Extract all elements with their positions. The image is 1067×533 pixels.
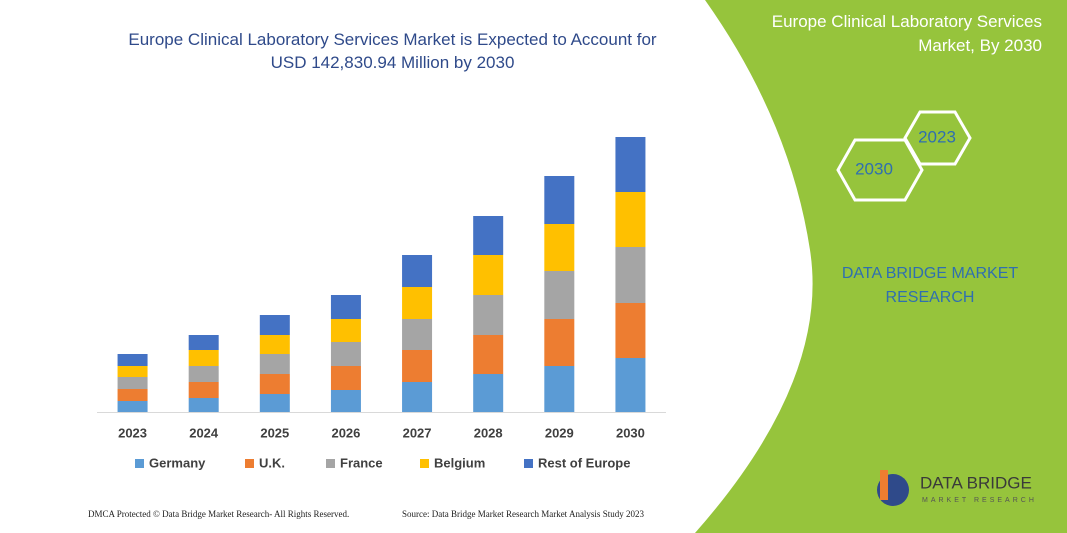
bar-segment xyxy=(330,366,361,390)
x-tick-label: 2030 xyxy=(616,425,645,440)
bar-segment xyxy=(615,303,646,358)
bar-segment xyxy=(188,350,219,366)
logo-tagline: MARKET RESEARCH xyxy=(922,497,1037,504)
bar-segment xyxy=(615,358,646,412)
x-tick-label: 2027 xyxy=(403,425,432,440)
legend-label: Rest of Europe xyxy=(538,455,630,470)
bar-segment xyxy=(615,137,646,192)
bar-segment xyxy=(544,271,575,319)
hexagon-label: 2030 xyxy=(855,159,893,178)
legend-swatch xyxy=(420,459,429,468)
bar-segment xyxy=(402,319,433,350)
bar-segment xyxy=(402,287,433,319)
bar-segment xyxy=(402,255,433,287)
hexagon-label: 2023 xyxy=(918,127,956,146)
bar-segment xyxy=(117,377,148,389)
bar-segment xyxy=(544,176,575,224)
bar-segment xyxy=(188,382,219,398)
bar-segment xyxy=(615,247,646,303)
bar-segment xyxy=(259,354,290,374)
legend-swatch xyxy=(524,459,533,468)
x-tick-label: 2025 xyxy=(260,425,289,440)
bar-segment xyxy=(473,255,504,295)
bar-segment xyxy=(544,366,575,412)
legend-label: Belgium xyxy=(434,455,485,470)
legend-swatch xyxy=(245,459,254,468)
bar-segment xyxy=(544,319,575,366)
logo-mark xyxy=(880,470,888,500)
legend-swatch xyxy=(135,459,144,468)
bar-segment xyxy=(259,374,290,394)
bar-segment xyxy=(330,319,361,342)
bar-segment xyxy=(330,390,361,412)
bar-segment xyxy=(473,216,504,255)
bar-segment xyxy=(259,315,290,335)
bar-segment xyxy=(117,354,148,366)
x-tick-label: 2028 xyxy=(474,425,503,440)
footer-right: Source: Data Bridge Market Research Mark… xyxy=(402,509,644,519)
chart-title: Europe Clinical Laboratory Services Mark… xyxy=(128,30,657,72)
legend-label: Germany xyxy=(149,455,206,470)
bar-segment xyxy=(117,389,148,401)
footer-left: DMCA Protected © Data Bridge Market Rese… xyxy=(88,509,349,519)
bar-segment xyxy=(117,401,148,412)
x-tick-label: 2024 xyxy=(189,425,219,440)
legend-label: France xyxy=(340,455,383,470)
bar-segment xyxy=(473,374,504,412)
bar-segment xyxy=(117,366,148,377)
side-panel xyxy=(695,0,1067,533)
hexagon xyxy=(903,110,972,166)
bar-segment xyxy=(188,366,219,382)
bar-segment xyxy=(544,224,575,271)
x-tick-label: 2023 xyxy=(118,425,147,440)
bar-segment xyxy=(402,350,433,382)
bar-segment xyxy=(188,335,219,350)
brand: DATA BRIDGE MARKET RESEARCH xyxy=(841,265,1019,306)
bar-segment xyxy=(402,382,433,412)
legend-label: U.K. xyxy=(259,455,285,470)
bar-segment xyxy=(615,192,646,247)
bar-segment xyxy=(473,295,504,335)
legend-swatch xyxy=(326,459,335,468)
x-tick-label: 2026 xyxy=(331,425,360,440)
bar-segment xyxy=(188,398,219,412)
bar-segment xyxy=(330,295,361,319)
panel-title: Europe Clinical Laboratory Services Mark… xyxy=(771,12,1042,55)
bar-segment xyxy=(473,335,504,374)
bar-segment xyxy=(259,335,290,354)
x-tick-label: 2029 xyxy=(545,425,574,440)
bar-segment xyxy=(330,342,361,366)
logo-name: DATA BRIDGE xyxy=(920,473,1032,492)
bar-segment xyxy=(259,394,290,412)
